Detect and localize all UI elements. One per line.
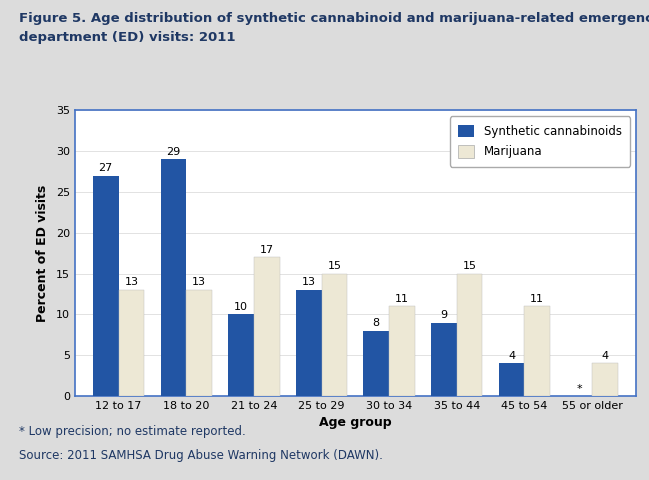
Bar — [524, 306, 550, 396]
Text: 4: 4 — [508, 351, 515, 361]
Text: 8: 8 — [373, 318, 380, 328]
X-axis label: Age group: Age group — [319, 417, 391, 430]
Text: 10: 10 — [234, 302, 248, 312]
Text: 11: 11 — [530, 294, 545, 304]
Bar — [363, 331, 389, 396]
Legend: Synthetic cannabinoids, Marijuana: Synthetic cannabinoids, Marijuana — [450, 116, 630, 167]
Text: Source: 2011 SAMHSA Drug Abuse Warning Network (DAWN).: Source: 2011 SAMHSA Drug Abuse Warning N… — [19, 449, 384, 462]
Text: 4: 4 — [602, 351, 609, 361]
Text: department (ED) visits: 2011: department (ED) visits: 2011 — [19, 31, 236, 44]
Text: Figure 5. Age distribution of synthetic cannabinoid and marijuana-related emerge: Figure 5. Age distribution of synthetic … — [19, 12, 649, 25]
Text: * Low precision; no estimate reported.: * Low precision; no estimate reported. — [19, 425, 246, 438]
Text: 9: 9 — [441, 310, 448, 320]
Text: 13: 13 — [125, 277, 138, 288]
Bar — [457, 274, 482, 396]
Text: 29: 29 — [166, 147, 180, 157]
Bar — [592, 363, 618, 396]
Text: *: * — [576, 384, 582, 394]
Bar — [254, 257, 280, 396]
Text: 27: 27 — [99, 163, 113, 173]
Text: 15: 15 — [463, 261, 476, 271]
Bar — [389, 306, 415, 396]
Bar — [498, 363, 524, 396]
Bar — [93, 176, 119, 396]
Bar — [431, 323, 457, 396]
Bar — [296, 290, 321, 396]
Bar — [228, 314, 254, 396]
Text: 13: 13 — [302, 277, 315, 288]
Bar — [160, 159, 186, 396]
Bar — [119, 290, 144, 396]
Text: 11: 11 — [395, 294, 409, 304]
Y-axis label: Percent of ED visits: Percent of ED visits — [36, 185, 49, 322]
Bar — [321, 274, 347, 396]
Text: 17: 17 — [260, 245, 274, 255]
Text: 15: 15 — [327, 261, 341, 271]
Text: 13: 13 — [192, 277, 206, 288]
Bar — [186, 290, 212, 396]
